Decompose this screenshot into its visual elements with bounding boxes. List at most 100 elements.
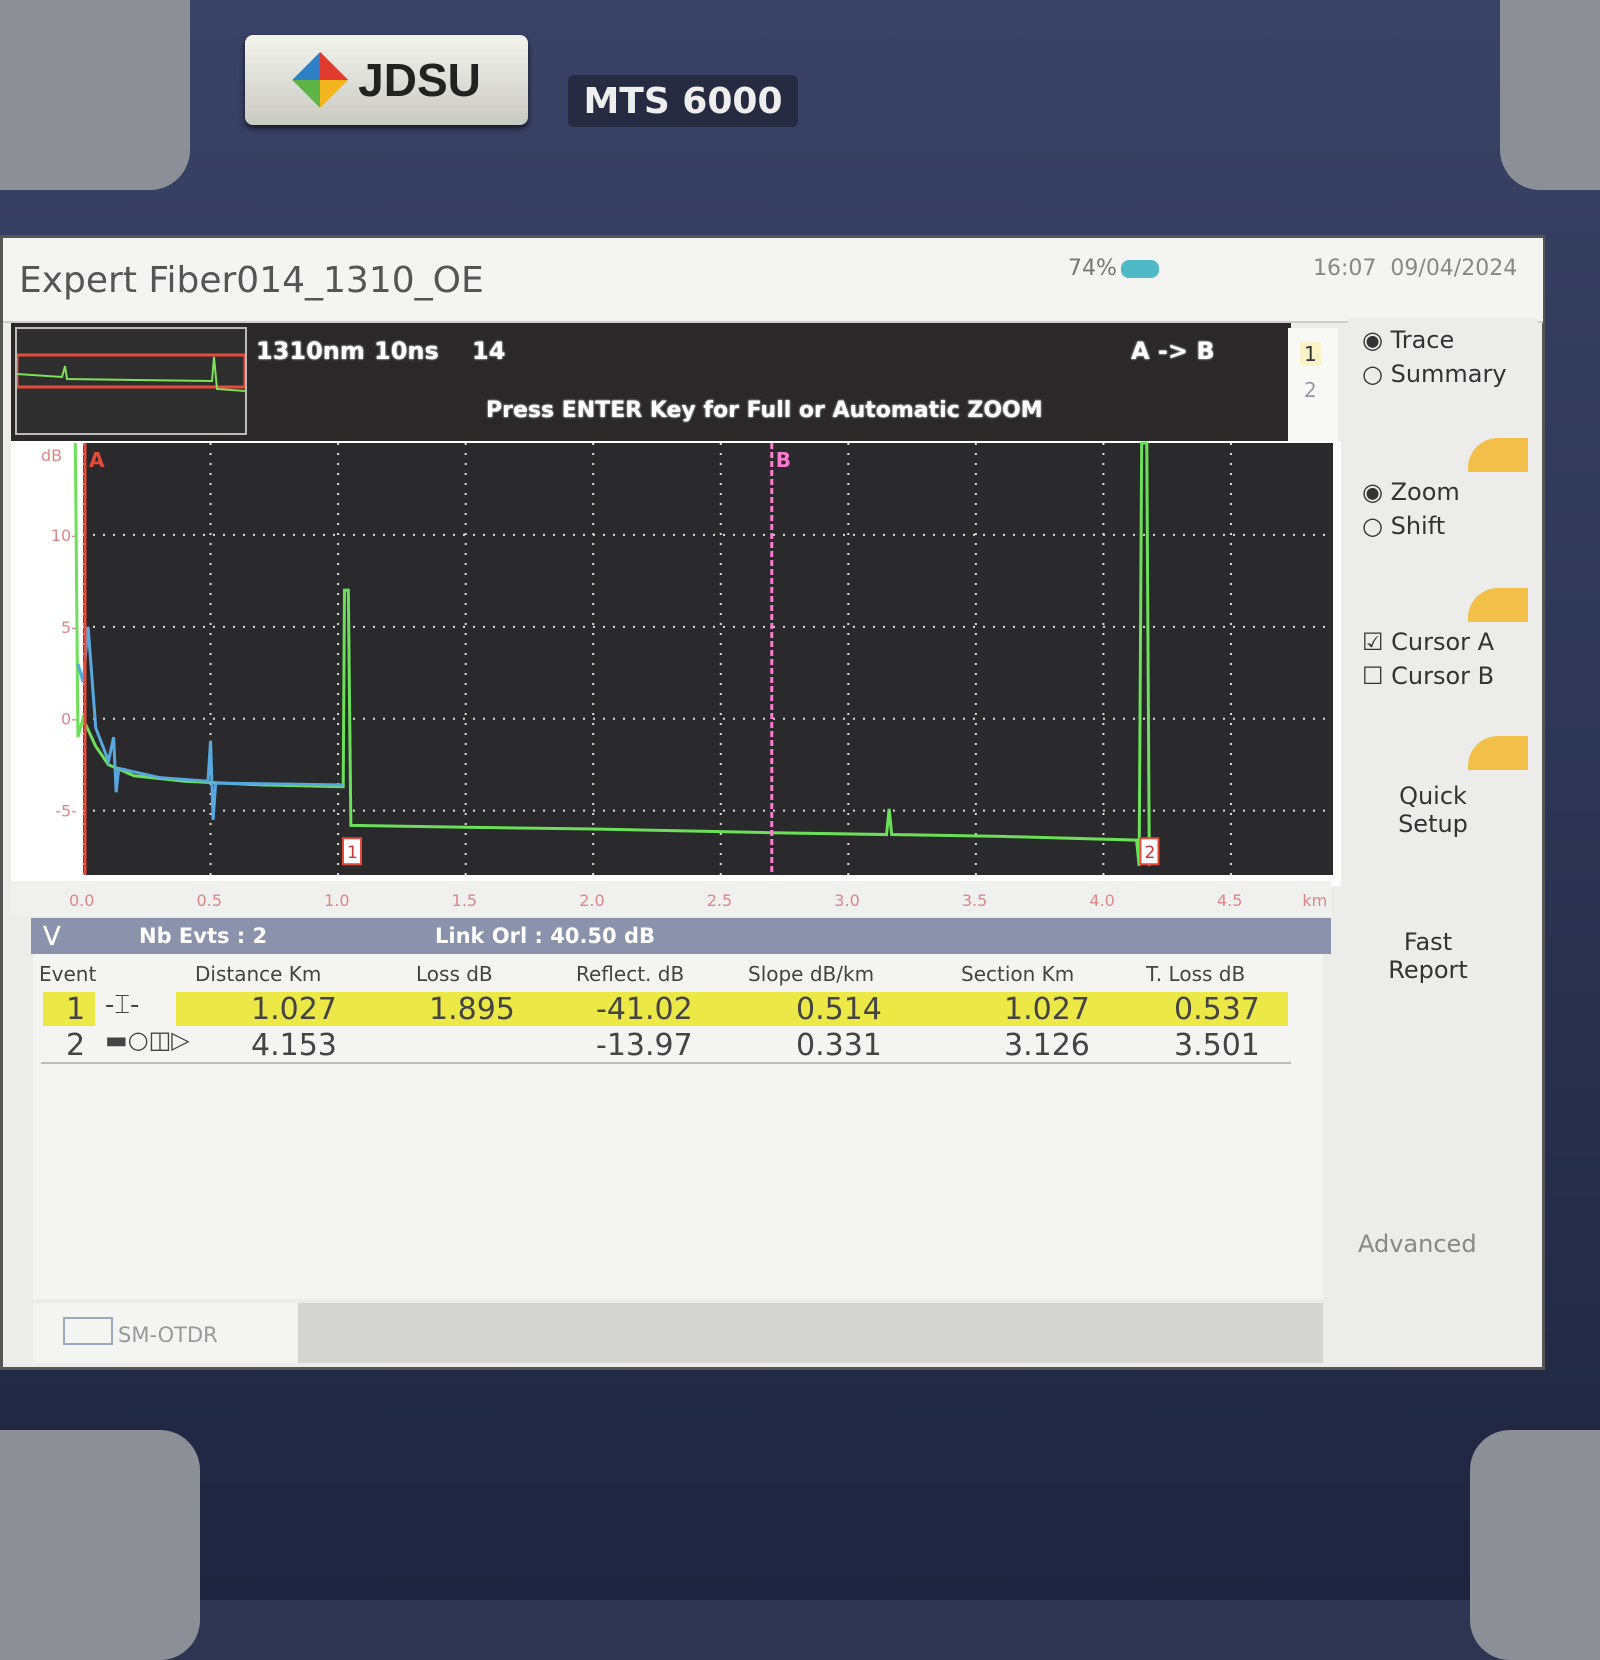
x-tick-label: 1.5 xyxy=(451,891,478,910)
section: 1.027 xyxy=(1004,992,1090,1027)
wavelength: 1310nm xyxy=(256,337,365,365)
distance: 4.153 xyxy=(251,1028,337,1063)
x-tick-label: 2.0 xyxy=(579,891,605,910)
otdr-plot[interactable]: 10- 5- 0- -5- dB A B 1 2 xyxy=(11,441,1341,886)
x-tick-label: 3.5 xyxy=(961,891,988,910)
event-count: Nb Evts : 2 xyxy=(139,924,268,948)
battery-icon xyxy=(1120,260,1159,278)
section: 3.126 xyxy=(1004,1028,1090,1063)
events-table: Event Distance Km Loss dB Reflect. dB Sl… xyxy=(33,954,1323,1299)
fast-report-button[interactable]: Fast Report xyxy=(1388,928,1468,984)
navigate-arrows-icon[interactable] xyxy=(1468,438,1528,472)
table-row[interactable]: 1 -⌶- 1.027 1.895 -41.02 0.514 1.027 0.5… xyxy=(41,990,1291,1028)
zoom-window xyxy=(15,353,247,389)
brand-name: JDSU xyxy=(358,54,481,106)
y-axis-label: dB xyxy=(41,446,62,465)
trace-tab-1[interactable]: 1 xyxy=(1300,342,1321,366)
jdsu-logo-icon xyxy=(292,52,349,108)
col-event: Event xyxy=(39,962,97,986)
plot-background xyxy=(83,443,1333,875)
x-tick-label: km xyxy=(1302,891,1328,910)
table-row[interactable]: 2 ▬○◫▷ 4.153 -13.97 0.331 3.126 3.501 xyxy=(41,1026,1291,1064)
device-corner xyxy=(1470,1430,1600,1660)
navigate-arrows-icon[interactable] xyxy=(1468,736,1528,770)
radio-trace[interactable]: ◉ Trace xyxy=(1362,326,1455,354)
page-title: Expert Fiber014_1310_OE xyxy=(19,260,484,301)
event-marker xyxy=(341,837,362,866)
time: 16:07 xyxy=(1313,256,1377,281)
radio-zoom[interactable]: ◉ Zoom xyxy=(1362,478,1460,506)
radio-shift[interactable]: ○ Shift xyxy=(1362,512,1446,540)
col-distance: Distance Km xyxy=(195,962,322,986)
x-tick-label: 4.0 xyxy=(1089,891,1115,910)
direction: A -> B xyxy=(1131,337,1215,365)
col-loss: Loss dB xyxy=(416,962,493,986)
event-marker-label: 1 xyxy=(347,843,358,863)
trace-line xyxy=(76,626,344,820)
trace-info-panel: 1310nm 10ns 14 A -> B Press ENTER Key fo… xyxy=(11,323,1291,441)
x-tick-label: 2.5 xyxy=(706,891,733,910)
y-tick-label: 10- xyxy=(51,526,77,545)
collapse-chevron-icon[interactable]: ⋁ xyxy=(43,922,61,946)
x-axis: 0.0 0.5 1.0 1.5 2.0 2.5 3.0 3.5 4.0 4.5 km xyxy=(11,881,1331,916)
col-tloss: T. Loss dB xyxy=(1146,962,1246,986)
overview-thumbnail[interactable] xyxy=(15,327,247,435)
title-bar: Expert Fiber014_1310_OE 74% 16:07 09/04/… xyxy=(3,238,1543,323)
advanced-button[interactable]: Advanced xyxy=(1358,1230,1477,1258)
reflectance: -13.97 xyxy=(596,1028,693,1063)
event-marker xyxy=(1139,837,1160,866)
events-bar: ⋁ Nb Evts : 2 Link Orl : 40.50 dB xyxy=(31,918,1331,954)
otdr-chart: 10- 5- 0- -5- dB A B 1 2 xyxy=(41,441,1333,875)
quick-setup-button[interactable]: Quick Setup xyxy=(1398,782,1468,838)
event-number: 1 xyxy=(66,992,86,1027)
footer-bar: SM-OTDR xyxy=(33,1303,1323,1363)
splice-connector-icon: -⌶- xyxy=(105,990,140,1020)
x-tick-label: 4.5 xyxy=(1216,891,1243,910)
trace-line xyxy=(73,441,1151,866)
screen: Expert Fiber014_1310_OE 74% 16:07 09/04/… xyxy=(0,235,1545,1370)
event-marker-label: 2 xyxy=(1144,843,1155,863)
pulse-width: 10ns xyxy=(374,337,439,365)
x-tick-label: 1.0 xyxy=(324,891,350,910)
y-tick-label: 0- xyxy=(61,710,77,729)
device-corner xyxy=(0,1430,200,1660)
overview-line xyxy=(16,356,246,392)
radio-summary[interactable]: ○ Summary xyxy=(1362,360,1507,388)
zoom-message: Press ENTER Key for Full or Automatic ZO… xyxy=(486,398,1043,423)
tab-sm-otdr[interactable]: SM-OTDR xyxy=(33,1303,298,1363)
acquisition-value: 14 xyxy=(472,337,506,365)
x-tick-label: 0.0 xyxy=(69,891,95,910)
sidebar: ◉ Trace ○ Summary ◉ Zoom ○ Shift ☑ Curso… xyxy=(1348,318,1538,1358)
col-slope: Slope dB/km xyxy=(748,962,875,986)
model-label: MTS 6000 xyxy=(568,75,798,127)
total-loss: 3.501 xyxy=(1174,1028,1260,1063)
slope: 0.331 xyxy=(796,1028,882,1063)
checkbox-cursor-b[interactable]: ☐ Cursor B xyxy=(1362,662,1495,690)
trace-tab-2[interactable]: 2 xyxy=(1304,378,1317,402)
brand-logo: JDSU xyxy=(245,35,528,125)
battery-level: 74% xyxy=(1068,256,1117,281)
cursor-label: B xyxy=(776,448,791,472)
checkbox-cursor-a[interactable]: ☑ Cursor A xyxy=(1362,628,1495,656)
navigate-arrows-icon[interactable] xyxy=(1468,588,1528,622)
x-tick-label: 3.0 xyxy=(834,891,860,910)
trace-selector: 1 2 xyxy=(1288,328,1338,443)
col-section: Section Km xyxy=(961,962,1075,986)
total-loss: 0.537 xyxy=(1174,992,1260,1027)
battery-status: 74% xyxy=(1068,256,1159,281)
date: 09/04/2024 xyxy=(1390,256,1518,281)
tab-label: SM-OTDR xyxy=(118,1323,218,1347)
y-tick-label: 5- xyxy=(61,618,77,637)
slope: 0.514 xyxy=(796,992,882,1027)
device-corner xyxy=(1500,0,1600,190)
cursor-label: A xyxy=(89,448,105,472)
loss: 1.895 xyxy=(429,992,515,1027)
overview-trace xyxy=(15,353,247,392)
reflectance: -41.02 xyxy=(596,992,693,1027)
col-reflect: Reflect. dB xyxy=(576,962,685,986)
event-number: 2 xyxy=(66,1028,86,1063)
x-tick-label: 0.5 xyxy=(196,891,222,910)
device-corner xyxy=(0,0,190,190)
link-orl: Link Orl : 40.50 dB xyxy=(435,924,656,948)
distance: 1.027 xyxy=(251,992,337,1027)
